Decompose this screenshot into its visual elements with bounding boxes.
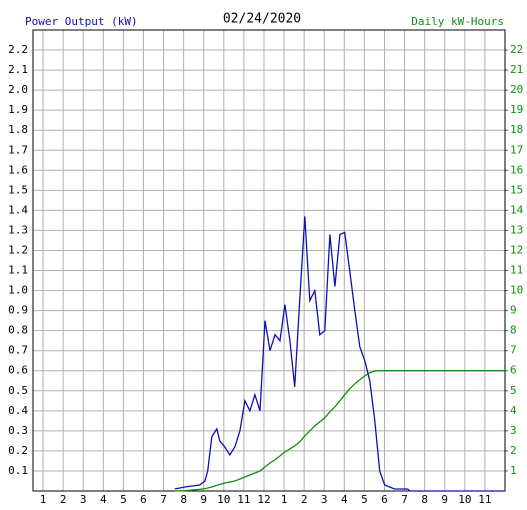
y-tick-label: 0.8 <box>8 324 28 337</box>
x-tick-label: 8 <box>421 493 428 506</box>
y-tick-label: 1.2 <box>8 243 28 256</box>
y-tick-label: 1.9 <box>8 103 28 116</box>
y2-tick-label: 8 <box>510 324 517 337</box>
x-tick-label: 3 <box>321 493 328 506</box>
y-axis-label: Power Output (kW) <box>25 15 138 28</box>
series-line <box>174 370 505 492</box>
x-tick-label: 1 <box>281 493 288 506</box>
y2-tick-label: 16 <box>510 163 523 176</box>
chart-title: 02/24/2020 <box>223 12 301 27</box>
y-tick-label: 0.7 <box>8 344 28 357</box>
y2-tick-label: 5 <box>510 384 517 397</box>
y-tick-label: 1.6 <box>8 163 28 176</box>
y2-tick-label: 9 <box>510 304 517 317</box>
y2-tick-label: 21 <box>510 63 523 76</box>
y2-tick-label: 1 <box>510 464 517 477</box>
y2-tick-label: 2 <box>510 444 517 457</box>
x-tick-label: 6 <box>140 493 147 506</box>
x-tick-label: 12 <box>257 493 270 506</box>
y2-tick-label: 7 <box>510 344 517 357</box>
y2-tick-label: 13 <box>510 223 523 236</box>
y-tick-label: 1.0 <box>8 284 28 297</box>
y2-tick-label: 22 <box>510 43 523 56</box>
x-tick-label: 7 <box>160 493 167 506</box>
y2-tick-label: 3 <box>510 424 517 437</box>
y2-tick-label: 10 <box>510 284 523 297</box>
y-tick-label: 0.2 <box>8 444 28 457</box>
x-tick-label: 5 <box>361 493 368 506</box>
x-tick-label: 11 <box>237 493 250 506</box>
x-tick-label: 11 <box>478 493 491 506</box>
y-tick-label: 1.4 <box>8 203 28 216</box>
x-tick-label: 4 <box>100 493 107 506</box>
y2-tick-label: 14 <box>510 203 524 216</box>
y-tick-label: 0.1 <box>8 464 28 477</box>
y-tick-label: 0.3 <box>8 424 28 437</box>
y2-tick-label: 11 <box>510 264 523 277</box>
x-tick-label: 2 <box>60 493 67 506</box>
y-tick-label: 1.8 <box>8 123 28 136</box>
y2-tick-label: 4 <box>510 404 517 417</box>
y-tick-label: 1.5 <box>8 183 28 196</box>
y-tick-label: 0.5 <box>8 384 28 397</box>
x-tick-label: 5 <box>120 493 127 506</box>
y-tick-label: 1.1 <box>8 264 28 277</box>
x-tick-label: 6 <box>381 493 388 506</box>
x-tick-label: 10 <box>458 493 471 506</box>
x-tick-label: 10 <box>217 493 230 506</box>
y-tick-label: 2.1 <box>8 63 28 76</box>
y2-axis-label: Daily kW-Hours <box>411 15 504 28</box>
y2-tick-label: 17 <box>510 143 523 156</box>
x-tick-label: 8 <box>180 493 187 506</box>
y2-tick-label: 6 <box>510 364 517 377</box>
y-tick-label: 2.0 <box>8 83 28 96</box>
y2-tick-label: 19 <box>510 103 523 116</box>
plot-border <box>32 29 506 492</box>
x-tick-label: 2 <box>301 493 308 506</box>
series-line <box>174 216 505 492</box>
y-tick-label: 0.4 <box>8 404 28 417</box>
x-tick-label: 4 <box>341 493 348 506</box>
y-tick-label: 2.2 <box>8 43 28 56</box>
y2-tick-label: 20 <box>510 83 523 96</box>
y2-tick-label: 15 <box>510 183 523 196</box>
x-tick-label: 9 <box>441 493 448 506</box>
y-tick-label: 1.7 <box>8 143 28 156</box>
y-tick-label: 0.9 <box>8 304 28 317</box>
x-tick-label: 1 <box>40 493 47 506</box>
y-tick-label: 1.3 <box>8 223 28 236</box>
y2-tick-label: 12 <box>510 243 523 256</box>
y-tick-label: 0.6 <box>8 364 28 377</box>
x-tick-label: 3 <box>80 493 87 506</box>
x-tick-label: 9 <box>200 493 207 506</box>
x-tick-label: 7 <box>401 493 408 506</box>
y2-tick-label: 18 <box>510 123 523 136</box>
